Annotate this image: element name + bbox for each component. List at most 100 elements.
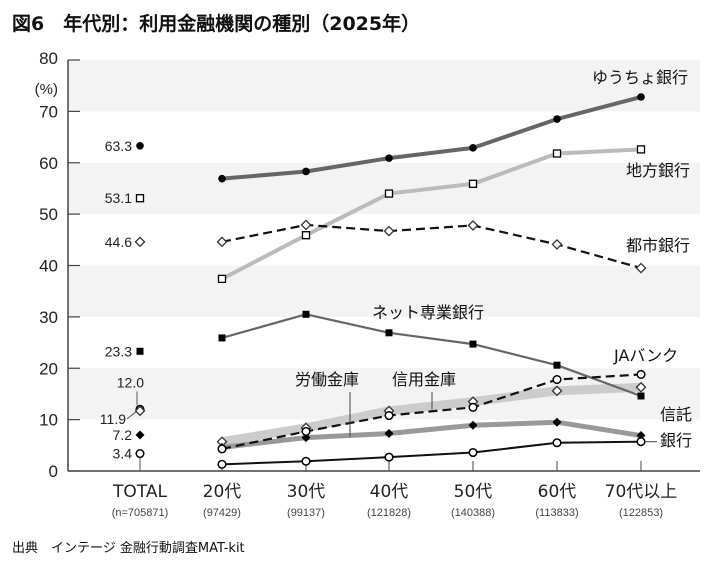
series-label: 地方銀行	[626, 161, 690, 180]
marker-open-diamond	[551, 239, 563, 250]
series-line	[221, 382, 642, 447]
leader-line	[126, 411, 137, 420]
marker-filled-circle	[302, 167, 310, 176]
y-axis-unit: (%)	[35, 81, 58, 98]
y-tick-label: 70	[39, 102, 58, 121]
marker-filled-diamond	[135, 430, 145, 440]
marker-open-circle	[217, 444, 227, 454]
y-tick-label: 30	[39, 308, 58, 327]
marker-filled-square	[218, 334, 226, 342]
marker-open-square	[217, 274, 227, 284]
y-tick-label: 10	[39, 411, 58, 430]
marker-open-diamond	[383, 225, 395, 237]
total-value: 12.0	[117, 374, 144, 390]
series-label: ゆうちょ銀行	[592, 68, 688, 87]
series-label: JAバンク	[613, 346, 678, 365]
marker-open-circle	[552, 438, 562, 448]
total-value: 11.9	[100, 411, 126, 427]
marker-open-diamond	[551, 385, 563, 397]
series-label: 銀行	[660, 431, 692, 450]
grid-band	[68, 60, 700, 112]
y-tick-label: 50	[39, 205, 58, 224]
y-tick-label: 0	[49, 462, 58, 481]
x-tick-label: 20代	[203, 482, 242, 502]
sample-size: (122853)	[619, 507, 663, 519]
marker-open-circle	[384, 452, 394, 462]
series-2	[216, 219, 647, 274]
series-3	[218, 310, 645, 400]
marker-open-circle	[552, 375, 562, 385]
marker-filled-circle	[637, 93, 645, 101]
marker-open-diamond	[635, 262, 647, 274]
marker-filled-square	[469, 340, 477, 348]
series-line	[221, 373, 642, 450]
y-tick-label: 20	[39, 359, 58, 378]
sample-size: (113833)	[535, 507, 578, 519]
series-label: ネット専業銀行	[372, 303, 484, 322]
x-tick-label: 50代	[454, 482, 493, 502]
x-axis: TOTAL (n=705871) 20代 (97429) 30代 (99137) 40代 (1…	[68, 461, 700, 519]
series-label: 信託	[660, 405, 692, 424]
marker-open-diamond	[134, 236, 146, 248]
x-tick-label-total: TOTAL	[112, 482, 167, 502]
grid-band	[68, 265, 700, 317]
marker-open-circle	[301, 456, 311, 466]
marker-filled-diamond	[552, 417, 562, 427]
marker-filled-circle	[385, 154, 393, 162]
total-value: 7.2	[113, 427, 133, 443]
series-label: 労働金庫	[295, 370, 359, 389]
marker-filled-square	[385, 329, 393, 337]
marker-open-circle	[636, 437, 646, 447]
sample-size: (99137)	[287, 507, 325, 519]
series-line	[221, 147, 642, 281]
series-line	[221, 223, 642, 270]
marker-filled-diamond	[384, 428, 394, 438]
marker-open-circle	[217, 459, 227, 469]
marker-open-diamond	[134, 405, 146, 417]
marker-open-circle	[468, 402, 478, 412]
marker-open-diamond	[216, 236, 228, 248]
marker-open-circle	[468, 447, 478, 458]
series-label: 都市銀行	[626, 236, 690, 255]
total-value: 63.3	[105, 138, 132, 154]
marker-filled-square	[136, 347, 144, 355]
marker-filled-circle	[469, 144, 477, 152]
sample-size-total: (n=705871)	[112, 507, 169, 519]
series-line	[221, 440, 642, 466]
y-tick-label: 60	[39, 154, 58, 173]
total-value: 53.1	[105, 190, 132, 206]
source-note: 出典 インテージ 金融行動調査MAT-kit	[12, 540, 245, 556]
series-line	[221, 95, 642, 181]
marker-filled-square	[302, 310, 310, 318]
chart-title: 図6 年代別：利用金融機関の種別（2025年）	[12, 12, 420, 35]
marker-filled-circle	[553, 115, 561, 123]
marker-open-circle	[384, 410, 394, 421]
marker-filled-diamond	[468, 420, 478, 430]
series-line	[221, 313, 642, 398]
series-7	[217, 437, 646, 469]
marker-open-diamond	[467, 220, 479, 231]
marker-filled-square	[637, 392, 645, 400]
marker-open-square	[301, 231, 311, 240]
x-tick-label: 30代	[287, 482, 326, 502]
y-axis: 0 10 20 30 40 50 60 70 80	[39, 49, 80, 481]
marker-open-circle	[135, 448, 145, 459]
marker-open-circle	[636, 369, 646, 379]
y-tick-label: 80	[39, 49, 58, 68]
total-value: 3.4	[113, 446, 133, 462]
x-tick-label: 40代	[370, 482, 409, 502]
marker-open-circle	[301, 426, 311, 436]
series-1	[217, 145, 646, 284]
sample-size: (121828)	[367, 507, 411, 519]
marker-open-diamond	[300, 219, 312, 231]
total-value: 23.3	[105, 343, 132, 359]
marker-filled-circle	[136, 141, 144, 150]
y-tick-label: 40	[39, 257, 58, 276]
grid-band	[68, 162, 700, 215]
series-line	[221, 419, 642, 450]
series-0	[218, 93, 645, 183]
grid-bands	[68, 60, 700, 420]
marker-open-diamond	[635, 381, 647, 393]
